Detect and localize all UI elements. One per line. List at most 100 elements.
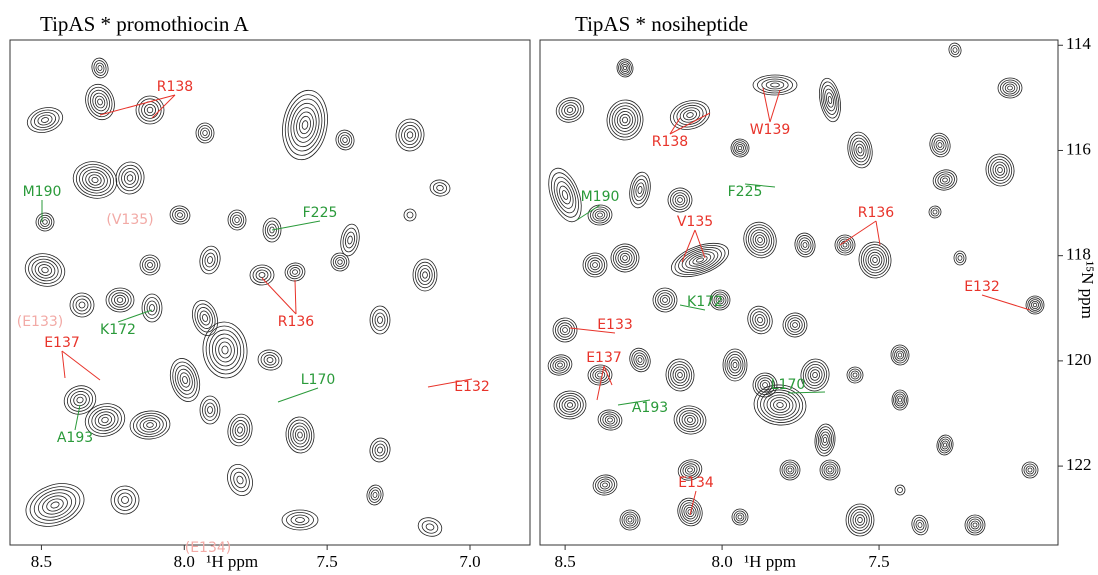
contour-line: [227, 413, 253, 447]
leader-line: [679, 304, 706, 311]
contour-line: [335, 129, 355, 151]
contour-line: [126, 174, 134, 182]
contour-line: [709, 289, 731, 311]
contour-line: [898, 397, 903, 403]
contour-line: [368, 487, 382, 503]
contour-line: [619, 509, 641, 531]
contour-line: [262, 217, 282, 243]
peak-label: V135: [677, 214, 713, 230]
contour-line: [227, 209, 247, 231]
contour-line: [994, 164, 1006, 176]
contour-line: [747, 305, 773, 335]
contour-line: [683, 504, 697, 520]
contour-line: [616, 58, 634, 78]
contour-line: [612, 245, 638, 271]
contour-line: [91, 176, 99, 184]
contour-line: [590, 206, 610, 224]
contour-line: [414, 261, 435, 289]
contour-line: [564, 399, 576, 411]
contour-line: [377, 316, 383, 324]
contour-line: [713, 293, 727, 307]
contour-line: [897, 352, 903, 358]
contour-line: [592, 262, 598, 268]
contour-line: [893, 391, 907, 409]
contour-line: [850, 508, 870, 532]
peak-label: R136: [278, 314, 315, 330]
contour-line: [669, 100, 711, 130]
contour-line: [292, 425, 308, 445]
contour-line: [631, 175, 649, 205]
contour-line: [141, 293, 163, 323]
contour-line: [412, 258, 438, 292]
contour-line: [197, 307, 213, 329]
contour-line: [807, 366, 823, 384]
contour-line: [369, 437, 391, 463]
leader-line: [294, 279, 297, 315]
contour-line: [257, 349, 283, 371]
contour-line: [754, 234, 766, 246]
contour-line: [1027, 467, 1033, 473]
contour-line: [1021, 461, 1039, 479]
contour-line: [1029, 299, 1041, 311]
contour-line: [629, 347, 651, 373]
contour-line: [858, 241, 892, 279]
contour-line: [290, 514, 310, 526]
contour-line: [794, 232, 816, 258]
contour-line: [115, 161, 145, 195]
contour-line: [737, 514, 743, 520]
contour-line: [585, 254, 606, 275]
contour-line: [957, 255, 963, 261]
contour-line: [401, 125, 419, 145]
contour-line: [619, 62, 631, 74]
contour-line: [146, 422, 154, 428]
x-tick-label: 7.5: [868, 552, 889, 571]
leader-line: [61, 350, 101, 381]
contour-line: [72, 295, 92, 315]
leader-line: [569, 327, 616, 334]
contour-line: [202, 314, 208, 322]
leader-line: [261, 277, 297, 315]
contour-line: [548, 167, 582, 223]
contour-line: [865, 249, 885, 271]
contour-line: [848, 368, 862, 382]
contour-line: [894, 393, 906, 407]
contour-line: [621, 511, 639, 529]
contour-line: [672, 366, 688, 384]
leader-line: [117, 309, 153, 323]
contour-line: [633, 352, 647, 368]
contour-line: [555, 97, 585, 123]
contour-line: [1025, 465, 1035, 475]
contour-line: [637, 357, 643, 363]
contour-line: [344, 231, 356, 249]
contour-line: [600, 411, 620, 429]
contour-line: [854, 514, 866, 526]
contour-line: [796, 235, 814, 255]
contour-line: [730, 359, 740, 371]
contour-line: [724, 351, 746, 379]
leader-line: [689, 490, 697, 516]
contour-line: [35, 212, 55, 232]
contour-line: [851, 137, 869, 163]
contour-line: [50, 501, 60, 509]
panel-title: TipAS * promothiocin A: [40, 12, 250, 36]
contour-line: [890, 344, 910, 366]
contour-line: [625, 515, 635, 525]
contour-line: [836, 236, 854, 254]
leader-line: [99, 94, 176, 116]
contour-line: [42, 495, 68, 515]
leader-line: [981, 294, 1031, 311]
contour-line: [146, 300, 158, 316]
contour-line: [633, 178, 647, 202]
peak-label: R138: [652, 134, 688, 150]
contour-line: [370, 489, 380, 501]
peak-label: E133: [597, 317, 633, 333]
contour-line: [622, 116, 628, 124]
contour-line: [688, 253, 712, 267]
contour-line: [939, 438, 951, 452]
peak-label: E137: [586, 350, 622, 366]
contour-line: [1002, 81, 1018, 95]
contour-line: [814, 423, 836, 457]
contour-line: [38, 492, 72, 518]
contour-line: [842, 242, 848, 248]
contour-line: [929, 132, 951, 158]
